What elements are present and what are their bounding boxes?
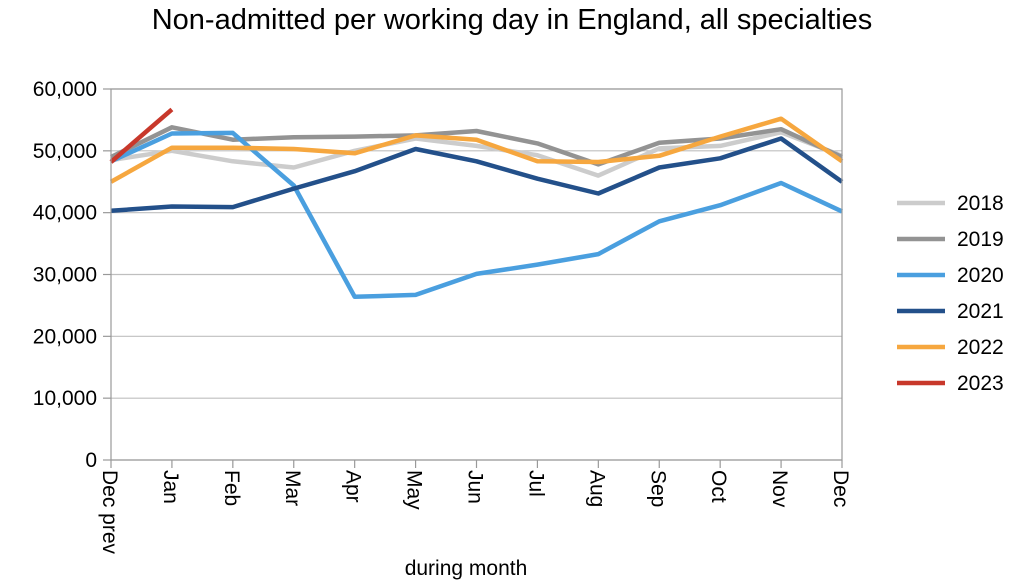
chart-title: Non-admitted per working day in England,… (151, 4, 873, 36)
x-tick-label: Feb (220, 470, 243, 506)
series-line-2018 (110, 130, 843, 178)
x-tick-label: Apr (342, 470, 365, 503)
x-tick-label: Jul (524, 470, 547, 497)
legend-label: 2022 (957, 336, 1004, 359)
x-tick-label: Sep (646, 470, 669, 507)
series-line-2022 (109, 116, 844, 184)
x-axis-label: during month (405, 557, 528, 580)
y-tick-label: 10,000 (33, 387, 97, 410)
legend-label: 2019 (957, 228, 1004, 251)
series-line-2023 (109, 107, 174, 164)
x-tick-label: Jan (159, 470, 182, 504)
y-tick-label: 40,000 (33, 202, 97, 225)
y-tick-label: 60,000 (33, 78, 97, 101)
x-tick-label: Mar (281, 470, 304, 506)
legend-label: 2018 (957, 192, 1004, 215)
x-tick-label: Dec prev (98, 470, 121, 555)
x-tick-label: Aug (585, 470, 608, 507)
y-tick-label: 30,000 (33, 264, 97, 287)
legend-label: 2020 (957, 264, 1004, 287)
y-tick-label: 0 (85, 449, 97, 472)
x-tick-label: Oct (707, 470, 730, 503)
x-axis-ticks: Dec prev Jan Feb Mar Apr May Jun Jul Aug Sep Oct No… (98, 460, 852, 555)
plot-border (110, 88, 843, 461)
x-tick-label: Nov (768, 470, 791, 508)
x-tick-label: Dec (829, 470, 852, 507)
y-tick-label: 50,000 (33, 140, 97, 163)
y-tick-label: 20,000 (33, 325, 97, 348)
series-line-2021 (110, 136, 844, 214)
x-tick-label: Jun (464, 470, 487, 504)
series-lines (109, 107, 844, 300)
legend-label: 2023 (957, 372, 1004, 395)
x-tick-label: May (403, 470, 426, 510)
plot-frame (110, 88, 843, 461)
legend: 2018 2019 2020 2021 2022 2023 (897, 192, 1004, 395)
y-axis-ticks: 0 10,000 20,000 30,000 40,000 50,000 60,000 (33, 78, 111, 472)
legend-label: 2021 (957, 300, 1004, 323)
series-line-2020 (110, 130, 843, 300)
